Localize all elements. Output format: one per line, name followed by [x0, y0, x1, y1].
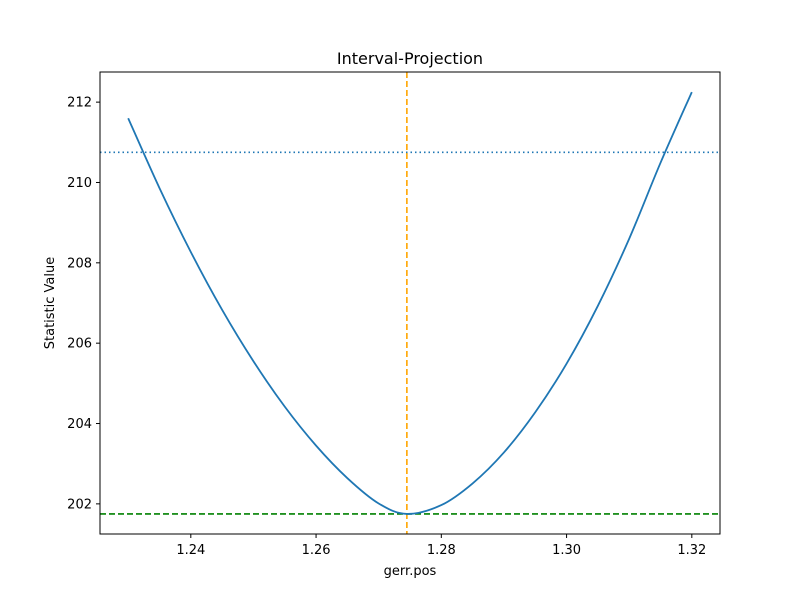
x-tick-label: 1.28	[427, 543, 456, 558]
x-tick-label: 1.26	[302, 543, 331, 558]
x-axis-label: gerr.pos	[384, 564, 437, 579]
y-tick-label: 210	[67, 176, 92, 191]
y-tick-label: 212	[67, 96, 92, 111]
x-axis-ticks: 1.24 1.26 1.28 1.30 1.32	[176, 534, 706, 558]
series-line-0	[127, 91, 693, 515]
y-tick-label: 206	[67, 337, 92, 352]
plot-area	[100, 72, 720, 534]
chart-title: Interval-Projection	[337, 49, 483, 68]
x-tick-label: 1.32	[677, 543, 706, 558]
y-axis-ticks: 202 204 206 208 210 212	[67, 96, 100, 512]
y-axis-label: Statistic Value	[43, 257, 58, 350]
x-tick-label: 1.30	[552, 543, 581, 558]
x-tick-label: 1.24	[176, 543, 205, 558]
y-tick-label: 202	[67, 497, 92, 512]
y-tick-label: 204	[67, 417, 92, 432]
series-layer	[127, 91, 693, 515]
plot-frame	[99, 71, 721, 535]
y-tick-label: 208	[67, 256, 92, 271]
